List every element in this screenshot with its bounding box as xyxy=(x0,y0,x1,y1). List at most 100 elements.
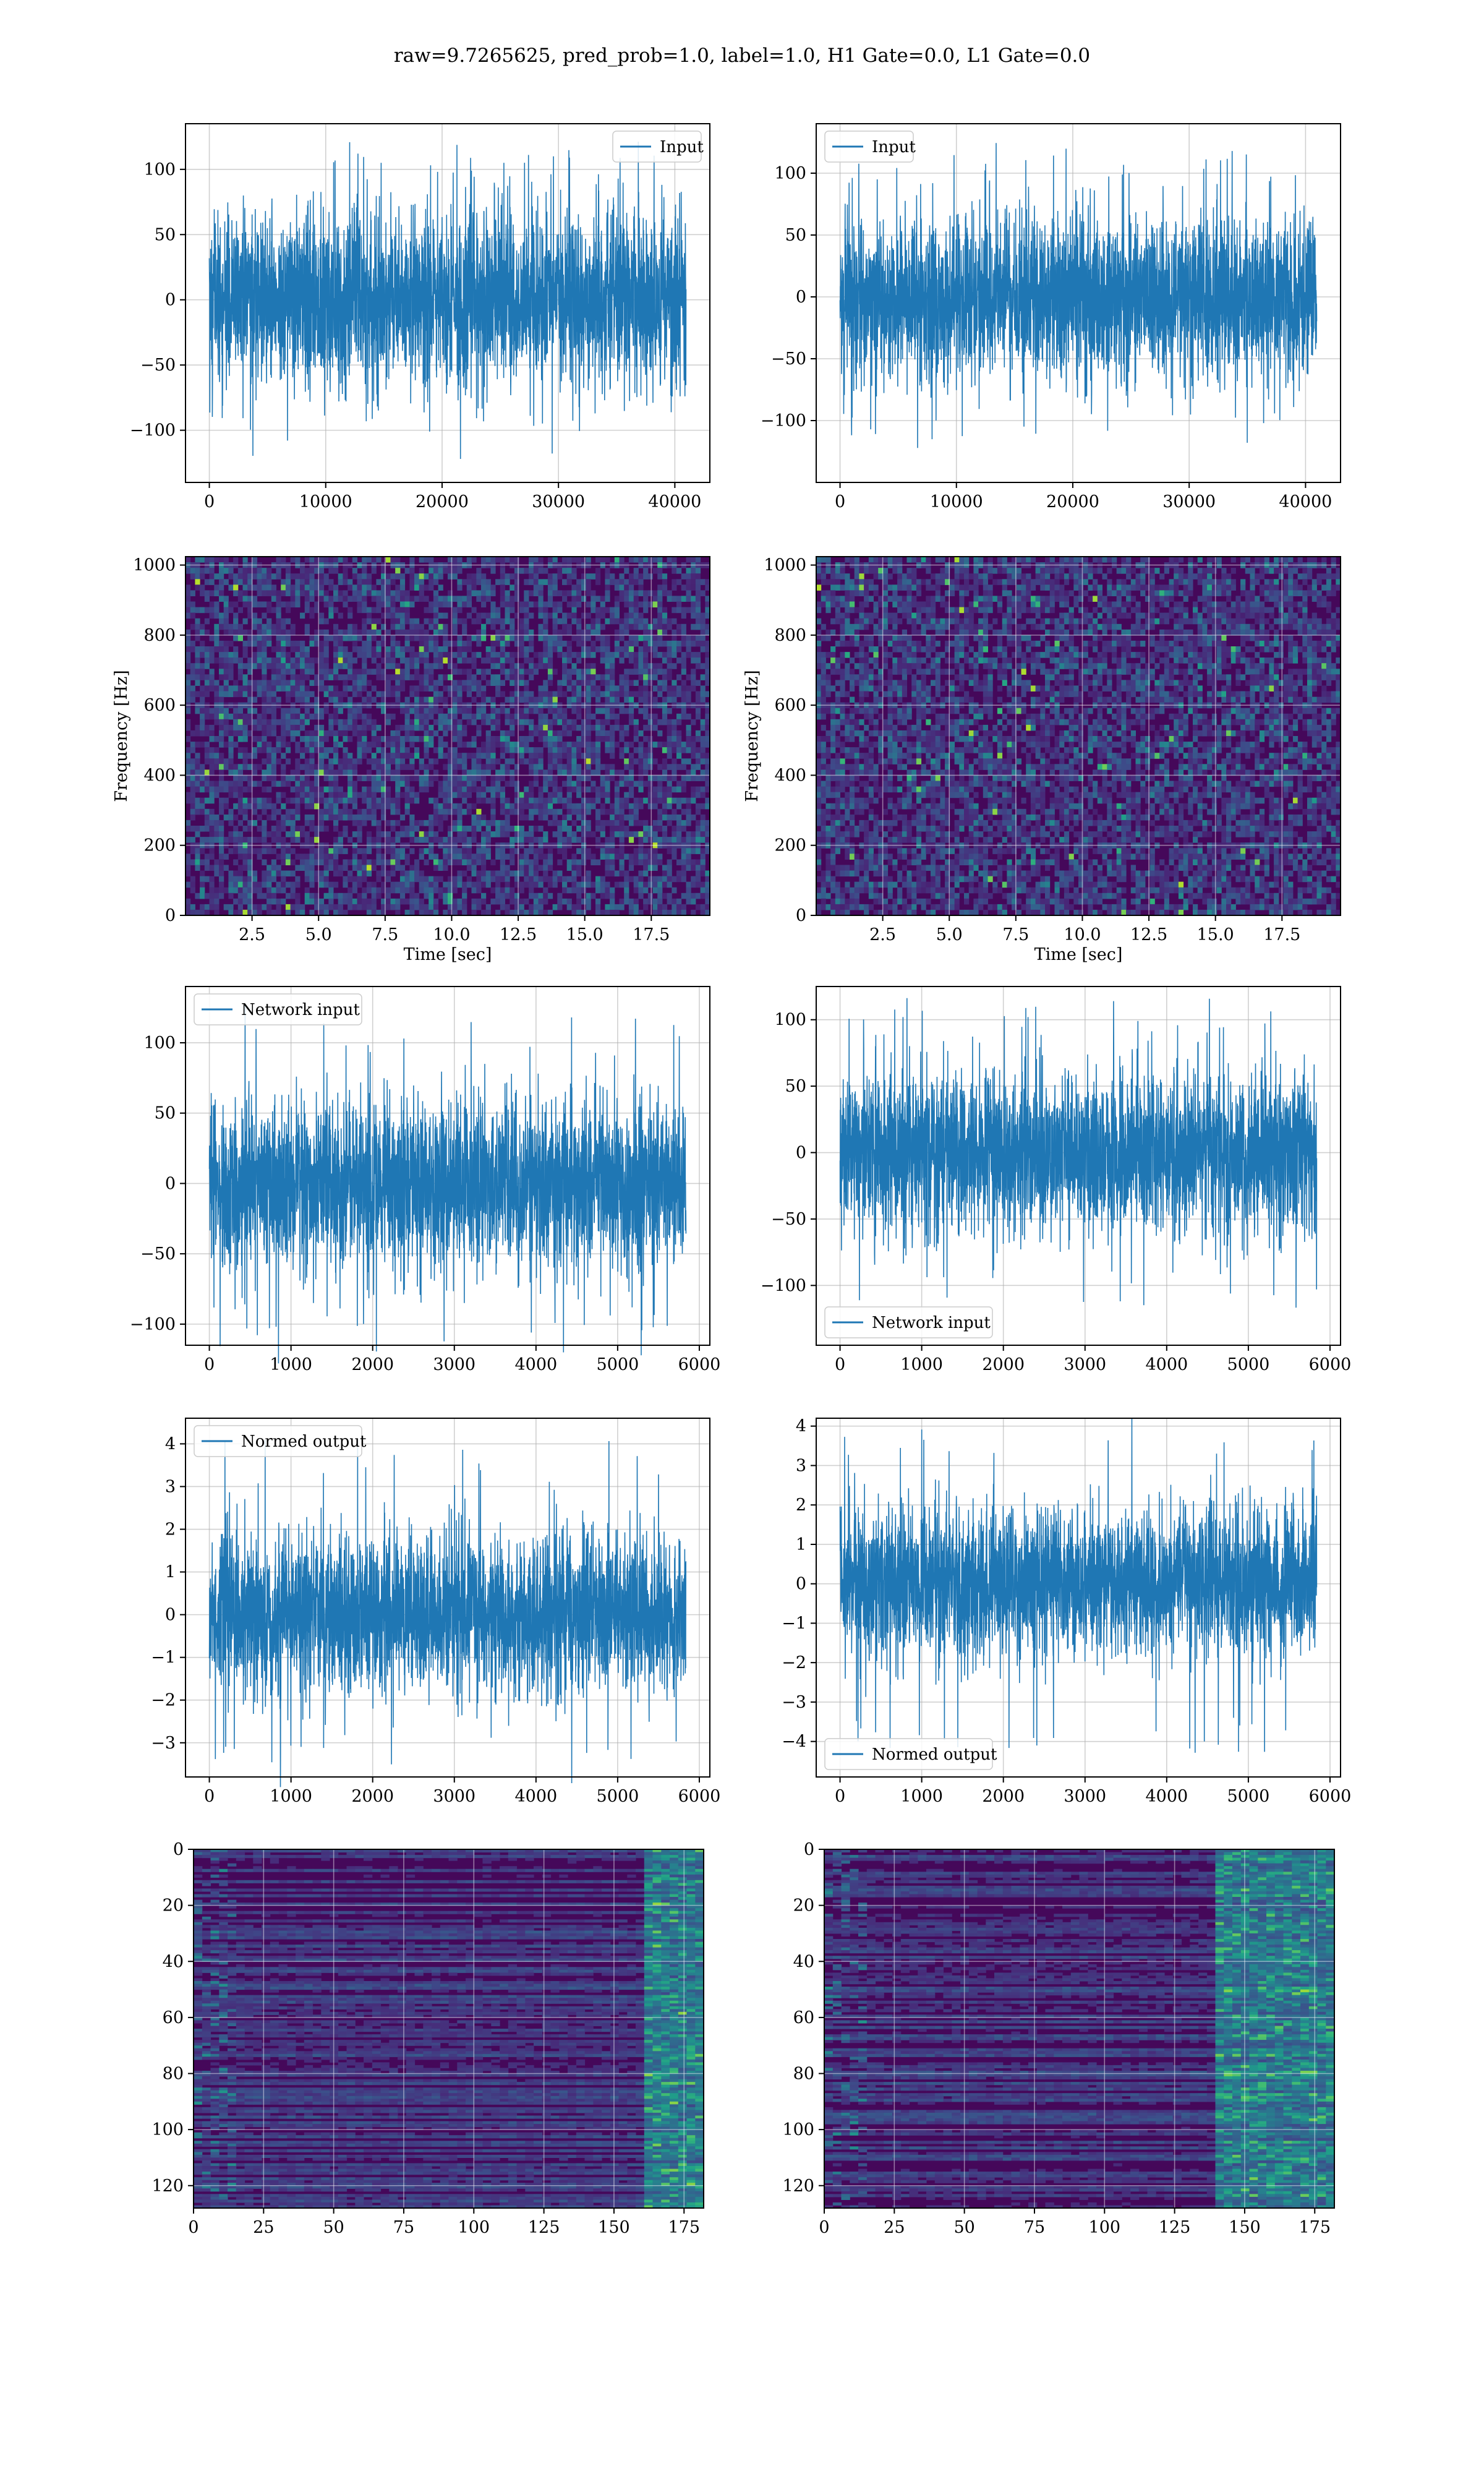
heatmap-cell xyxy=(514,781,520,787)
heatmap-cell xyxy=(614,814,620,821)
heatmap-cell xyxy=(257,826,262,832)
heatmap-cell xyxy=(214,781,220,787)
heatmap-cell xyxy=(562,568,568,574)
heatmap-cell xyxy=(300,685,305,691)
heatmap-cell xyxy=(295,865,301,871)
heatmap-cell xyxy=(514,640,520,647)
heatmap-cell xyxy=(462,808,467,815)
heatmap-cell xyxy=(466,680,472,686)
heatmap-cell xyxy=(543,691,548,698)
heatmap-cell xyxy=(247,887,253,894)
heatmap-cell xyxy=(267,758,272,764)
heatmap-cell xyxy=(552,758,558,764)
heatmap-cell xyxy=(452,691,458,698)
heatmap-cell xyxy=(190,607,195,614)
heatmap-cell xyxy=(267,848,272,854)
heatmap-cell xyxy=(647,881,653,888)
x-tick-label: 20000 xyxy=(416,492,469,511)
heatmap-cell xyxy=(591,646,596,653)
heatmap-cell xyxy=(562,797,568,804)
heatmap-cell xyxy=(700,612,706,619)
heatmap-cell xyxy=(571,820,577,826)
heatmap-cell xyxy=(309,792,315,798)
heatmap-cell xyxy=(662,640,668,647)
heatmap-cell xyxy=(271,887,276,894)
heatmap-cell xyxy=(686,584,691,591)
heatmap-cell xyxy=(524,623,529,630)
heatmap-cell xyxy=(643,607,649,614)
heatmap-cell xyxy=(600,724,605,731)
heatmap-cell xyxy=(223,579,229,585)
heatmap-cell xyxy=(705,775,710,781)
heatmap-cell xyxy=(429,640,434,647)
heatmap-cell xyxy=(348,859,353,865)
heatmap-cell xyxy=(376,674,382,680)
heatmap-cell xyxy=(381,803,386,810)
heatmap-cell xyxy=(538,808,544,815)
heatmap-cell xyxy=(457,601,463,608)
heatmap-cell xyxy=(366,557,372,563)
heatmap-cell xyxy=(557,573,563,580)
heatmap-cell xyxy=(610,663,615,669)
heatmap-cell xyxy=(495,652,501,658)
heatmap-cell xyxy=(628,579,634,585)
heatmap-cell xyxy=(452,803,458,810)
heatmap-cell xyxy=(429,607,434,614)
heatmap-cell xyxy=(276,909,281,916)
heatmap-cell xyxy=(438,573,443,580)
heatmap-cell xyxy=(328,797,334,804)
heatmap-cell xyxy=(385,742,391,748)
heatmap-cell xyxy=(271,865,276,871)
heatmap-cell xyxy=(691,736,696,742)
heatmap-cell xyxy=(562,820,568,826)
heatmap-cell xyxy=(190,562,195,568)
heatmap-cell xyxy=(466,590,472,596)
heatmap-cell xyxy=(452,708,458,714)
heatmap-cell xyxy=(605,691,610,698)
heatmap-cell xyxy=(371,792,377,798)
heatmap-cell xyxy=(533,764,539,770)
heatmap-cell xyxy=(500,730,505,737)
heatmap-cell xyxy=(228,652,234,658)
heatmap-cell xyxy=(566,612,572,619)
heatmap-cell xyxy=(385,842,391,849)
heatmap-cell xyxy=(605,674,610,680)
heatmap-cell xyxy=(466,859,472,865)
heatmap-cell xyxy=(510,724,515,731)
heatmap-cell xyxy=(433,562,439,568)
heatmap-cell xyxy=(186,865,191,871)
heatmap-cell xyxy=(314,730,320,737)
heatmap-cell xyxy=(505,781,510,787)
heatmap-cell xyxy=(652,758,658,764)
heatmap-cell xyxy=(667,909,672,916)
heatmap-cell xyxy=(457,696,463,703)
heatmap-cell xyxy=(490,724,496,731)
heatmap-cell xyxy=(233,837,239,843)
heatmap-cell xyxy=(462,831,467,837)
heatmap-cell xyxy=(457,719,463,726)
heatmap-cell xyxy=(309,669,315,675)
heatmap-cell xyxy=(348,702,353,709)
heatmap-cell xyxy=(214,887,220,894)
heatmap-cell xyxy=(538,730,544,737)
heatmap-cell xyxy=(371,786,377,793)
heatmap-cell xyxy=(252,618,258,625)
heatmap-cell xyxy=(409,742,415,748)
heatmap-cell xyxy=(366,808,372,815)
heatmap-cell xyxy=(514,579,520,585)
heatmap-cell xyxy=(529,573,534,580)
heatmap-cell xyxy=(448,590,453,596)
heatmap-cell xyxy=(366,909,372,916)
heatmap-cell xyxy=(628,820,634,826)
heatmap-cell xyxy=(338,742,343,748)
heatmap-cell xyxy=(581,724,587,731)
heatmap-cell xyxy=(452,562,458,568)
heatmap-cell xyxy=(285,854,291,860)
heatmap-cell xyxy=(385,713,391,720)
heatmap-cell xyxy=(510,742,515,748)
heatmap-cell xyxy=(557,652,563,658)
heatmap-cell xyxy=(366,775,372,781)
heatmap-cell xyxy=(357,584,362,591)
heatmap-cell xyxy=(662,792,668,798)
heatmap-cell xyxy=(633,652,639,658)
